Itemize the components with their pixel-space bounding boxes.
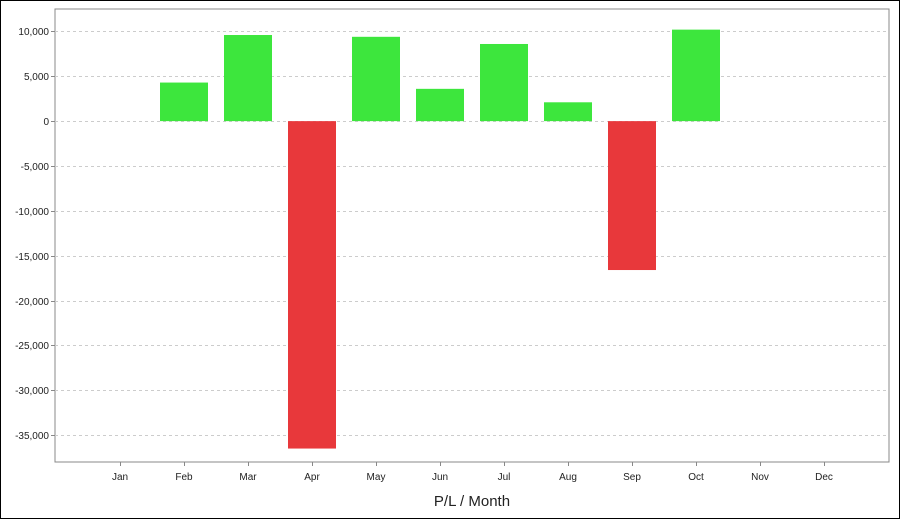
x-axis-ticks: Jan Feb Mar Apr May Jun Jul Aug Sep Oct Nov Dec [112,462,833,483]
bar-mar [224,35,272,122]
y-tick-label: 0 [43,117,49,128]
y-tick-label: -5,000 [21,162,50,173]
x-tick-label: Jun [432,472,448,483]
bar-aug [544,102,592,122]
y-axis-ticks: 10,000 5,000 0 -5,000 -10,000 -15,000 -20,000 -… [15,27,55,442]
bar-feb [160,82,208,122]
y-tick-label: -35,000 [15,431,49,442]
x-tick-label: Aug [559,472,577,483]
y-tick-label: -15,000 [15,252,49,263]
x-axis-title: P/L / Month [434,493,510,510]
bar-apr [288,121,336,449]
bar-jul [480,43,528,122]
x-tick-label: Mar [239,472,257,483]
x-tick-label: Sep [623,472,641,483]
x-tick-label: Nov [751,472,769,483]
y-tick-label: 10,000 [18,27,49,38]
y-tick-label: -20,000 [15,297,49,308]
bar-sep [608,121,656,271]
bars [160,29,720,449]
x-tick-label: Dec [815,472,833,483]
y-tick-label: -25,000 [15,341,49,352]
y-tick-label: -30,000 [15,386,49,397]
bar-jun [416,88,464,122]
x-tick-label: Jan [112,472,128,483]
x-tick-label: May [367,472,386,483]
x-tick-label: Jul [498,472,511,483]
x-tick-label: Feb [175,472,193,483]
x-tick-label: Apr [304,472,320,483]
bar-oct [672,29,720,122]
y-tick-label: 5,000 [24,72,49,83]
grid-lines [55,31,889,436]
bar-may [352,36,400,122]
x-tick-label: Oct [688,472,704,483]
y-tick-label: -10,000 [15,207,49,218]
